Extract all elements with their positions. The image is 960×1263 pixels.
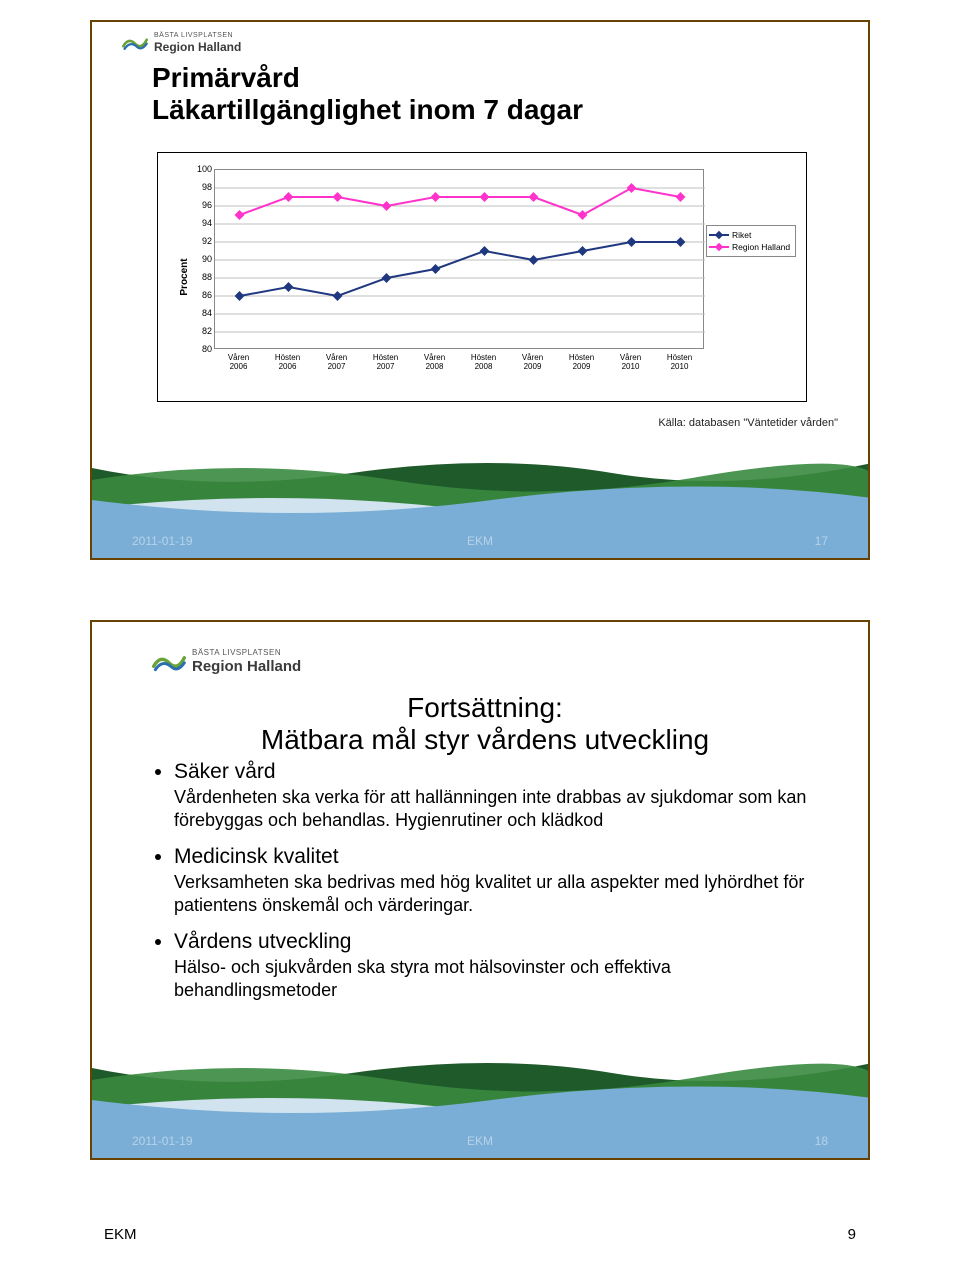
bullet-title: Medicinsk kvalitet [174,845,818,869]
y-axis-label: Procent [179,258,190,295]
logo: BÄSTA LIVSPLATSEN Region Halland [152,648,301,675]
xtick: Våren2006 [214,354,263,372]
line-chart: Procent 80 82 84 86 88 90 92 94 96 98 100 Våren200… [164,159,800,395]
legend-label: Riket [732,230,751,240]
ytick: 98 [190,182,212,192]
ytick: 84 [190,308,212,318]
bullet-list: Säker vårdVårdenheten ska verka för att … [152,760,818,1001]
continuation-heading: Fortsättning: [152,692,818,724]
footer-date: 2011-01-19 [132,1134,193,1148]
bullet-item: Vårdens utvecklingHälso- och sjukvården … [174,930,818,1001]
logo-icon [122,33,148,53]
xtick: Hösten2009 [557,354,606,372]
legend-row: Riket [709,229,793,241]
xtick: Hösten2010 [655,354,704,372]
content-body: Fortsättning: Mätbara mål styr vårdens u… [152,692,818,1015]
bullet-title: Vårdens utveckling [174,930,818,954]
bullet-title: Säker vård [174,760,818,784]
title-line-2: Läkartillgänglighet inom 7 dagar [152,94,828,126]
xtick: Hösten2008 [459,354,508,372]
ytick: 92 [190,236,212,246]
xtick: Våren2010 [606,354,655,372]
legend-label: Region Halland [732,242,790,252]
ytick: 86 [190,290,212,300]
logo-name: Region Halland [154,40,241,54]
footer-center: EKM [467,534,493,548]
slide-2: BÄSTA LIVSPLATSEN Region Halland Fortsät… [90,620,870,1160]
title-line-1: Primärvård [152,62,828,94]
xtick: Hösten2006 [263,354,312,372]
footer-page: 18 [815,1134,828,1148]
logo-tagline: BÄSTA LIVSPLATSEN [154,32,241,39]
logo: BÄSTA LIVSPLATSEN Region Halland [122,32,241,54]
bullet-item: Säker vårdVårdenheten ska verka för att … [174,760,818,831]
bullet-item: Medicinsk kvalitetVerksamheten ska bedri… [174,845,818,916]
ytick: 88 [190,272,212,282]
ytick: 82 [190,326,212,336]
logo-tagline: BÄSTA LIVSPLATSEN [192,648,301,657]
chart-svg [215,170,705,350]
footer-center: EKM [467,1134,493,1148]
legend: Riket Region Halland [706,225,796,257]
xtick: Hösten2007 [361,354,410,372]
page-footer-left: EKM [104,1226,137,1243]
xtick: Våren2009 [508,354,557,372]
ytick: 80 [190,344,212,354]
ytick: 94 [190,218,212,228]
xtick: Våren2008 [410,354,459,372]
logo-name: Region Halland [192,658,301,675]
page-footer-right: 9 [848,1226,856,1243]
ytick: 100 [190,164,212,174]
logo-icon [152,649,186,675]
source-note: Källa: databasen "Väntetider vården" [658,417,838,429]
ytick: 96 [190,200,212,210]
ytick: 90 [190,254,212,264]
bullet-body: Verksamheten ska bedrivas med hög kvalit… [174,871,818,916]
chart-frame: Procent 80 82 84 86 88 90 92 94 96 98 100 Våren200… [157,152,807,402]
forts-label: Forts [459,1067,500,1088]
legend-row: Region Halland [709,241,793,253]
subheading: Mätbara mål styr vårdens utveckling [152,724,818,756]
plot-area [214,169,704,349]
bullet-body: Vårdenheten ska verka för att hallänning… [174,786,818,831]
slide-1: BÄSTA LIVSPLATSEN Region Halland Primärv… [90,20,870,560]
bullet-body: Hälso- och sjukvården ska styra mot häls… [174,956,818,1001]
xtick: Våren2007 [312,354,361,372]
slide-title: Primärvård Läkartillgänglighet inom 7 da… [152,62,828,126]
footer-date: 2011-01-19 [132,534,193,548]
footer-page: 17 [815,534,828,548]
page-footer: EKM 9 [90,1220,870,1243]
